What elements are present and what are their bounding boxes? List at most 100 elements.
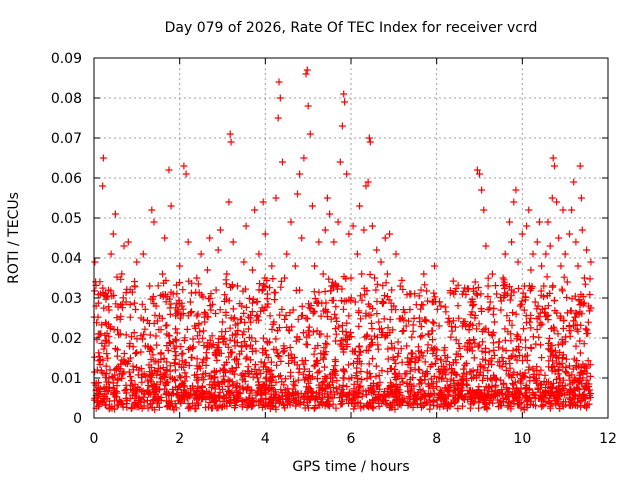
data-point (441, 366, 449, 374)
data-point (358, 270, 366, 278)
data-point (257, 358, 265, 366)
data-point (356, 202, 364, 210)
data-point (495, 338, 503, 346)
data-point (141, 342, 149, 350)
data-point (244, 370, 252, 378)
data-point (467, 298, 475, 306)
data-point (184, 238, 192, 246)
data-point (214, 246, 222, 254)
data-point (332, 314, 340, 322)
data-point (93, 366, 101, 374)
data-point (139, 250, 147, 258)
x-tick-label: 10 (513, 431, 531, 447)
data-point (229, 238, 237, 246)
data-point (555, 234, 563, 242)
data-point (411, 358, 419, 366)
data-point (347, 274, 355, 282)
data-point (223, 270, 231, 278)
data-point (542, 250, 550, 258)
data-point (253, 298, 261, 306)
data-point (394, 338, 402, 346)
data-point (360, 226, 368, 234)
data-point (261, 230, 269, 238)
data-point (578, 226, 586, 234)
data-point (300, 154, 308, 162)
data-point (114, 326, 122, 334)
data-point (146, 282, 154, 290)
data-point (388, 286, 396, 294)
axis-ticks (93, 57, 609, 419)
data-point (433, 346, 441, 354)
data-point (238, 302, 246, 310)
data-point (396, 282, 404, 290)
data-point (379, 298, 387, 306)
data-point (133, 258, 141, 266)
data-point (548, 194, 556, 202)
data-point (118, 270, 126, 278)
data-point (518, 230, 526, 238)
data-point (275, 78, 283, 86)
data-point (576, 162, 584, 170)
data-point (365, 134, 373, 142)
data-point (116, 370, 124, 378)
data-point (137, 314, 145, 322)
data-point (566, 230, 573, 238)
data-point (450, 290, 458, 298)
data-point (525, 206, 533, 214)
data-point (276, 94, 284, 102)
data-point (221, 366, 229, 374)
data-point (328, 282, 336, 290)
data-point (497, 306, 505, 314)
data-point (574, 262, 582, 270)
data-point (407, 290, 415, 298)
data-point (302, 70, 310, 78)
data-point (512, 186, 520, 194)
data-point (531, 298, 539, 306)
data-point (272, 194, 280, 202)
data-point (478, 186, 486, 194)
data-point (463, 370, 471, 378)
data-point (563, 278, 571, 286)
data-point (107, 250, 115, 258)
y-tick-labels: 0 0.01 0.02 0.03 0.04 0.05 0.06 0.07 0.08 0.09 (51, 51, 82, 427)
data-point (163, 330, 171, 338)
data-point (240, 258, 248, 266)
data-point (516, 302, 524, 310)
data-point (482, 242, 490, 250)
y-tick-label: 0.06 (51, 171, 82, 187)
data-point (330, 238, 338, 246)
data-point (416, 314, 423, 322)
data-point (204, 266, 211, 274)
data-point (226, 130, 234, 138)
data-point (308, 202, 316, 210)
data-point (101, 342, 109, 350)
data-point (246, 314, 254, 322)
data-point (167, 202, 175, 210)
data-point (150, 218, 158, 226)
data-point (197, 250, 205, 258)
data-point (366, 138, 374, 146)
chart-title: Day 079 of 2026, Rate Of TEC Index for r… (165, 20, 538, 36)
data-point (296, 170, 304, 178)
data-point (152, 302, 160, 310)
data-point (529, 250, 537, 258)
data-point (527, 266, 535, 274)
data-point (225, 198, 233, 206)
y-tick-label: 0.01 (51, 371, 82, 387)
data-point (319, 270, 327, 278)
data-point (303, 66, 311, 74)
data-point (390, 302, 398, 310)
data-point (585, 302, 593, 310)
data-point (568, 206, 576, 214)
data-point (403, 342, 411, 350)
data-point (281, 274, 289, 282)
data-point (180, 162, 188, 170)
data-point (362, 182, 370, 190)
data-point (242, 222, 250, 230)
data-point (266, 338, 274, 346)
data-point (493, 290, 501, 298)
data-point (491, 318, 498, 326)
data-point (129, 382, 137, 390)
data-point (294, 190, 301, 198)
